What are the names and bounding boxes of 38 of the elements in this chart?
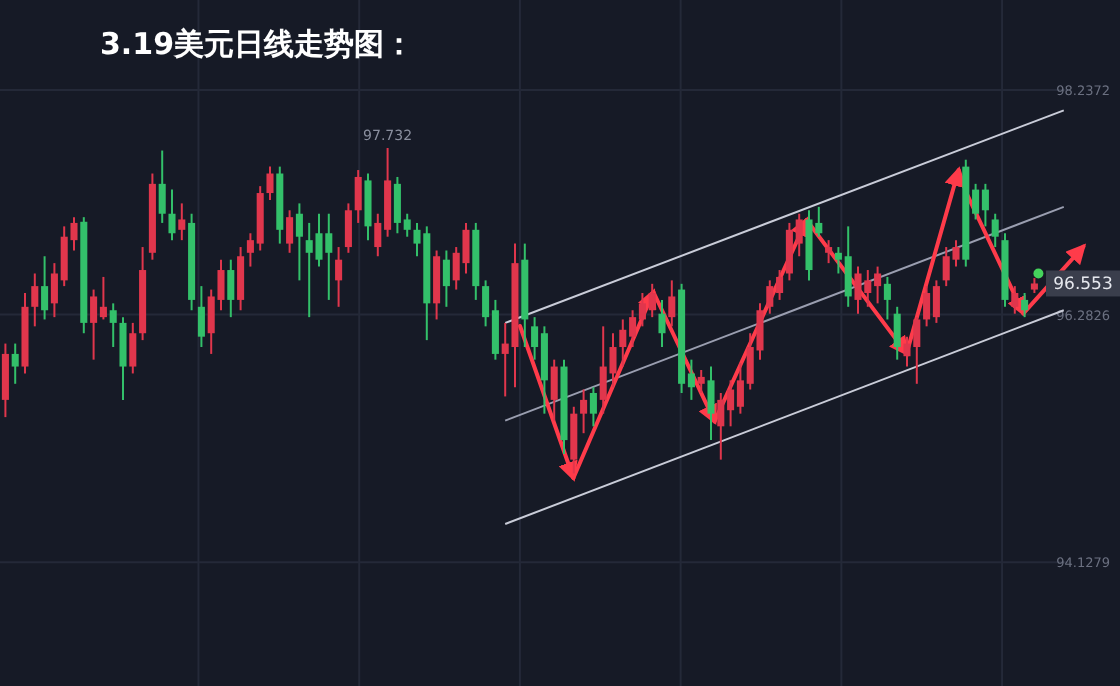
- candlestick: [589, 386, 597, 428]
- candlestick: [119, 316, 127, 401]
- candlestick: [237, 246, 245, 312]
- candlestick: [893, 305, 901, 361]
- candlestick: [354, 169, 362, 224]
- candlestick: [31, 272, 39, 328]
- candlestick: [1, 342, 9, 419]
- candlestick: [364, 172, 372, 242]
- candlestick: [697, 369, 705, 394]
- candlestick: [433, 249, 441, 321]
- candlestick: [168, 188, 176, 242]
- candlestick: [580, 388, 588, 435]
- candlestick: [707, 365, 715, 442]
- candlestick: [41, 255, 49, 321]
- candlestick: [991, 212, 999, 249]
- candlestick: [658, 298, 666, 349]
- candlestick: [550, 358, 558, 422]
- candlestick: [197, 285, 205, 349]
- candlestick: [668, 279, 676, 328]
- candlestick: [109, 302, 117, 349]
- candlestick: [442, 249, 450, 308]
- candlestick: [344, 202, 352, 254]
- candlestick: [335, 246, 343, 308]
- candlestick: [1011, 285, 1019, 315]
- candlestick: [178, 202, 186, 242]
- candlestick: [295, 202, 303, 282]
- candlestick: [1021, 292, 1029, 319]
- candlestick: [227, 258, 235, 319]
- candlestick: [11, 342, 19, 385]
- text: 3.19美元日线走势图：: [100, 26, 415, 62]
- candlestick: [825, 239, 833, 265]
- annotation: 96.553: [1053, 275, 1113, 296]
- candlestick: [266, 165, 274, 201]
- candlestick: [129, 321, 137, 375]
- candlestick: [286, 209, 294, 254]
- candlestick: [883, 275, 891, 321]
- candlestick: [570, 405, 578, 475]
- candlestick: [158, 149, 166, 224]
